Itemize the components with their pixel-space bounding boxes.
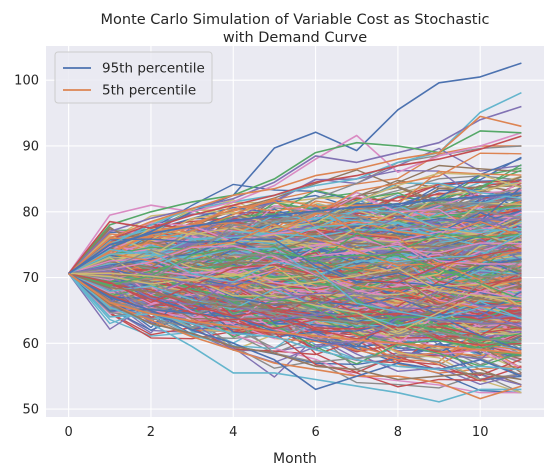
simulated-path-extreme	[68, 273, 522, 371]
legend-label-5th: 5th percentile	[102, 83, 196, 99]
chart-title-line: Monte Carlo Simulation of Variable Cost …	[101, 12, 490, 28]
simulated-path	[68, 222, 522, 275]
y-tick-label: 90	[22, 139, 39, 154]
y-tick-labels: 50 60 70 80 90 100	[14, 74, 39, 418]
simulated-path	[68, 176, 522, 275]
simulated-path-extreme	[68, 105, 522, 275]
percentile-lines	[68, 192, 522, 355]
x-axis-label: Month	[273, 451, 317, 467]
x-tick-label: 4	[229, 425, 237, 440]
percentile-95-line	[68, 192, 522, 275]
simulated-path	[68, 238, 522, 289]
simulated-path	[68, 210, 522, 281]
simulated-path-extreme	[67, 132, 522, 275]
simulated-path	[68, 251, 522, 320]
x-tick-label: 6	[311, 425, 319, 440]
y-tick-label: 50	[22, 403, 39, 418]
simulated-path	[68, 182, 522, 275]
simulated-path	[68, 248, 522, 303]
simulated-path	[68, 217, 522, 276]
percentile-5-line	[68, 272, 522, 355]
simulated-path	[68, 273, 522, 351]
simulated-path-extreme	[68, 272, 522, 400]
simulated-path	[68, 272, 522, 321]
simulated-path-extreme	[67, 135, 522, 275]
x-tick-label: 10	[472, 425, 489, 440]
simulated-path-extreme	[67, 130, 522, 275]
simulated-path-extreme	[68, 272, 522, 381]
simulated-path	[68, 233, 522, 275]
x-tick-label: 0	[64, 425, 72, 440]
simulated-path	[68, 272, 522, 320]
simulated-path	[68, 272, 522, 346]
x-tick-labels: 0 2 4 6 8 10	[64, 425, 488, 440]
legend-box	[54, 51, 213, 104]
simulated-path	[68, 257, 522, 318]
simulated-path	[68, 232, 522, 283]
legend: 95th percentile 5th percentile	[54, 51, 213, 104]
chart-title: Monte Carlo Simulation of Variable Cost …	[101, 12, 490, 46]
y-tick-label: 60	[22, 337, 39, 352]
simulated-path-extreme	[68, 62, 522, 275]
simulated-path	[68, 256, 522, 307]
x-tick-label: 2	[147, 425, 155, 440]
chart-title-line: with Demand Curve	[223, 30, 367, 46]
simulated-path	[68, 249, 522, 308]
simulated-path	[68, 272, 522, 388]
simulated-path-extreme	[68, 115, 522, 275]
simulated-path	[68, 267, 522, 300]
simulated-path	[68, 211, 522, 275]
y-tick-label: 80	[22, 205, 39, 220]
simulated-path-extreme	[68, 272, 522, 391]
simulated-path	[68, 172, 522, 275]
simulated-path	[68, 272, 522, 333]
legend-label-95th: 95th percentile	[102, 61, 205, 77]
y-tick-label: 70	[22, 271, 39, 286]
simulated-path	[68, 223, 522, 310]
x-tick-label: 8	[394, 425, 402, 440]
simulated-path	[68, 272, 522, 340]
simulated-path	[68, 265, 522, 311]
y-tick-label: 100	[14, 74, 39, 89]
simulated-path	[68, 248, 522, 301]
simulated-path	[68, 272, 522, 345]
